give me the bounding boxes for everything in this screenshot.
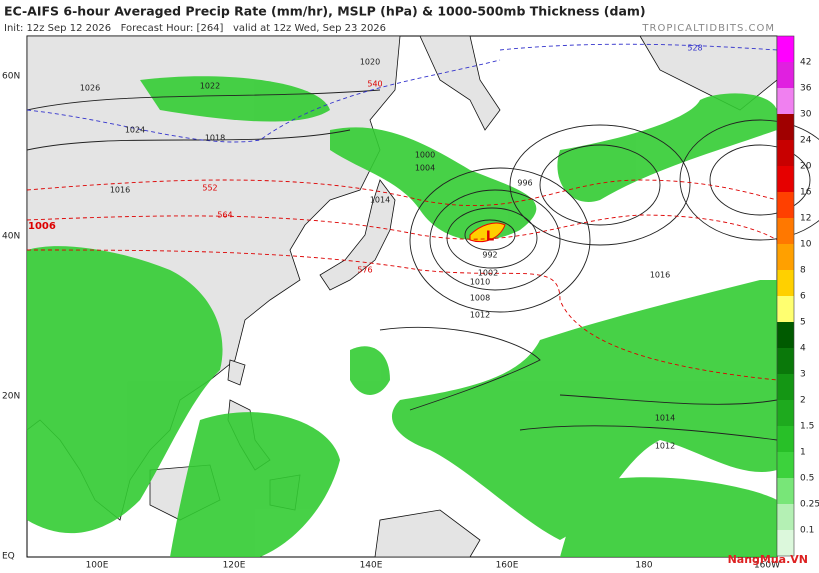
isobar-label: 1014: [655, 414, 675, 423]
isobar-label: 1012: [470, 311, 490, 320]
thickness-label: 540: [367, 80, 382, 89]
isobar-label: 996: [517, 179, 532, 188]
site-credit: TROPICALTIDBITS.COM: [641, 23, 775, 34]
lat-label: 20N: [2, 392, 20, 402]
isobar-label: 1004: [415, 164, 435, 173]
isobar-label: 1014: [370, 196, 390, 205]
watermark: NangMua.VN: [728, 553, 808, 566]
lat-label: 40N: [2, 232, 20, 242]
colorbar-label: 10: [800, 240, 812, 250]
contour-labels: 1020 1018 1016 1014 1012 1024 1026 1022 1004 1000…: [80, 44, 703, 451]
heavy-precip-core: [469, 222, 506, 243]
isobar-label: 1018: [205, 134, 225, 143]
colorbar-segment: [777, 192, 794, 218]
isobar-label: 1000: [415, 151, 435, 160]
thickness-cold-lines: [26, 43, 778, 143]
isobar-label: 1008: [470, 294, 490, 303]
isobar-label: 992: [482, 251, 497, 260]
lon-label: 160E: [496, 561, 519, 571]
colorbar-label: 1.5: [800, 422, 814, 432]
title: EC-AIFS 6-hour Averaged Precip Rate (mm/…: [4, 4, 646, 19]
colorbar-segment: [777, 62, 794, 88]
map-axes: 60N 40N 20N EQ 100E 120E 140E 160E 180 160W: [2, 72, 780, 571]
lat-label: 60N: [2, 72, 20, 82]
colorbar-label: 2: [800, 396, 806, 406]
isobar-label: 1022: [200, 82, 220, 91]
colorbar-segment: [777, 36, 794, 62]
thickness-label: 552: [202, 184, 217, 193]
isobar-label: 1026: [80, 84, 100, 93]
colorbar-segment: [777, 348, 794, 374]
colorbar-segment: [777, 114, 794, 140]
isobar-label: 1016: [110, 186, 130, 195]
colorbar-label: 20: [800, 162, 812, 172]
colorbar-segment: [777, 244, 794, 270]
colorbar-segment: [777, 140, 794, 166]
colorbar-label: 1: [800, 448, 806, 458]
colorbar: 42 36 30 24 20 16 12 10 8 6 5 4 3 2 1.5 1 0.5 0.25 0.1: [776, 35, 819, 557]
low-pressure-label: 1006: [28, 221, 56, 232]
colorbar-segment: [777, 296, 794, 322]
colorbar-label: 42: [800, 58, 811, 68]
colorbar-segment: [777, 426, 794, 452]
colorbar-frame: [776, 35, 795, 557]
isobar-label: 1012: [655, 442, 675, 451]
isobar-label: 1020: [360, 58, 380, 67]
colorbar-label: 4: [800, 344, 806, 354]
thickness-label: 564: [217, 211, 232, 220]
colorbar-label: 24: [800, 136, 812, 146]
isobar-label: 1016: [650, 271, 670, 280]
colorbar-label: 16: [800, 188, 812, 198]
colorbar-segment: [777, 400, 794, 426]
colorbar-label: 5: [800, 318, 806, 328]
colorbar-segment: [777, 322, 794, 348]
colorbar-segment: [777, 166, 794, 192]
thickness-label: 576: [357, 266, 372, 275]
colorbar-label: 8: [800, 266, 806, 276]
colorbar-label: 36: [800, 84, 812, 94]
colorbar-segment: [777, 374, 794, 400]
lat-label: EQ: [2, 552, 15, 562]
precip-areas: [27, 76, 777, 557]
colorbar-segment: [777, 530, 794, 556]
colorbar-segment: [777, 88, 794, 114]
lon-label: 140E: [360, 561, 383, 571]
colorbar-label: 0.1: [800, 526, 814, 536]
colorbar-segment: [777, 452, 794, 478]
colorbar-label: 30: [800, 110, 812, 120]
subtitle: Init: 12z Sep 12 2026 Forecast Hour: [26…: [4, 23, 386, 34]
lon-label: 180: [635, 561, 652, 571]
colorbar-segment: [777, 270, 794, 296]
thickness-label: 528: [687, 44, 702, 53]
isobar-label: 1002: [478, 269, 498, 278]
thickness-lines: [26, 179, 778, 381]
isobar-label: 1010: [470, 278, 490, 287]
colorbar-label: 3: [800, 370, 806, 380]
low-marker: L: [486, 230, 494, 245]
colorbar-label: 12: [800, 214, 811, 224]
isobars: [26, 89, 819, 441]
colorbar-label: 0.25: [800, 500, 819, 510]
colorbar-label: 6: [800, 292, 806, 302]
colorbar-segment: [777, 218, 794, 244]
lon-label: 120E: [223, 561, 246, 571]
isobar-label: 1024: [125, 126, 145, 135]
colorbar-label: 0.5: [800, 474, 814, 484]
colorbar-segment: [777, 504, 794, 530]
lon-label: 160W: [754, 561, 780, 571]
colorbar-segment: [777, 478, 794, 504]
lon-label: 100E: [86, 561, 109, 571]
